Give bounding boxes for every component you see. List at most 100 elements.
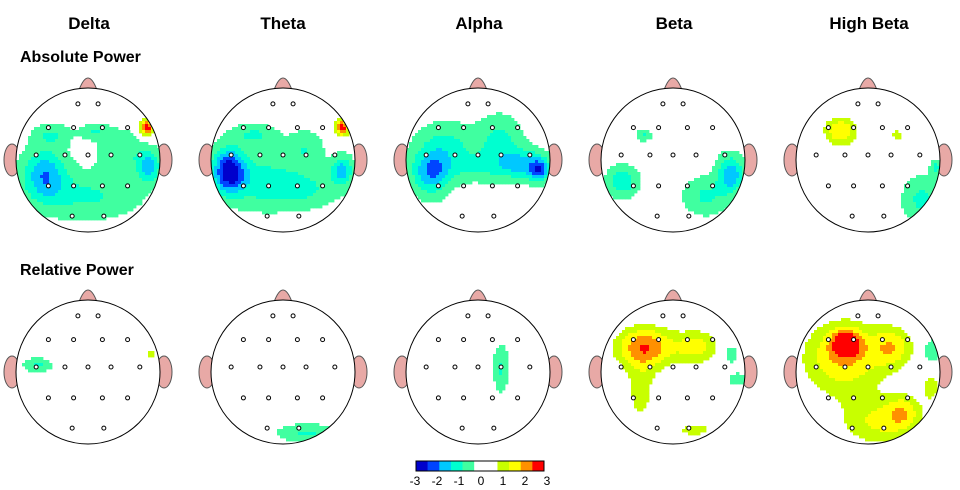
electrode-marker xyxy=(686,425,692,431)
topomap-relative-high-beta xyxy=(783,289,953,445)
electrode-marker xyxy=(266,337,272,343)
topomap-relative-alpha xyxy=(393,289,563,445)
electrode-marker xyxy=(125,395,131,401)
electrode-marker xyxy=(710,183,716,189)
electrode-marker xyxy=(618,152,624,158)
electrode-marker xyxy=(257,364,263,370)
electrode-marker xyxy=(294,395,300,401)
head-outline xyxy=(405,87,551,233)
electrode-marker xyxy=(99,337,105,343)
band-header-theta: Theta xyxy=(260,14,306,33)
electrode-marker xyxy=(879,125,885,131)
colorbar-swatch xyxy=(474,461,487,471)
electrode-marker xyxy=(137,152,143,158)
electrode-marker xyxy=(228,364,234,370)
electrode-marker xyxy=(498,364,504,370)
electrode-marker xyxy=(303,152,309,158)
electrode-marker xyxy=(710,337,716,343)
topomap-absolute-alpha xyxy=(393,77,563,233)
band-header-delta: Delta xyxy=(68,14,110,33)
electrode-marker xyxy=(71,337,77,343)
electrode-marker xyxy=(332,152,338,158)
electrode-marker xyxy=(865,364,871,370)
electrode-marker xyxy=(722,152,728,158)
electrode-marker xyxy=(660,101,666,107)
electrode-marker xyxy=(264,425,270,431)
electrode-marker xyxy=(630,395,636,401)
electrode-marker xyxy=(498,152,504,158)
electrode-marker xyxy=(435,183,441,189)
head-outline xyxy=(795,87,941,233)
electrode-marker xyxy=(435,337,441,343)
electrode-marker xyxy=(693,364,699,370)
electrode-marker xyxy=(485,313,491,319)
electrode-marker xyxy=(71,395,77,401)
electrode-marker xyxy=(320,183,326,189)
electrode-marker xyxy=(647,152,653,158)
electrode-marker xyxy=(842,152,848,158)
colorbar-swatch xyxy=(497,461,510,471)
electrode-marker xyxy=(851,337,857,343)
electrode-marker xyxy=(280,152,286,158)
colorbar-tick-label: 0 xyxy=(477,474,485,488)
electrode-marker xyxy=(294,183,300,189)
electrode-marker xyxy=(710,395,716,401)
electrode-marker xyxy=(489,337,495,343)
electrode-marker xyxy=(888,152,894,158)
topomap-field xyxy=(211,118,355,215)
electrode-marker xyxy=(654,213,660,219)
electrode-marker xyxy=(684,337,690,343)
row-header-relative-power: Relative Power xyxy=(20,262,134,279)
electrode-marker xyxy=(45,183,51,189)
topomap-absolute-beta xyxy=(588,77,758,233)
head-outline xyxy=(405,299,551,445)
electrode-marker xyxy=(294,337,300,343)
electrode-marker xyxy=(62,364,68,370)
electrode-marker xyxy=(228,152,234,158)
electrode-marker xyxy=(459,213,465,219)
electrode-marker xyxy=(320,337,326,343)
electrode-marker xyxy=(813,364,819,370)
electrode-marker xyxy=(851,125,857,131)
electrode-marker xyxy=(452,152,458,158)
electrode-marker xyxy=(905,337,911,343)
electrode-marker xyxy=(905,125,911,131)
electrode-marker xyxy=(888,364,894,370)
electrode-marker xyxy=(865,152,871,158)
electrode-marker xyxy=(101,425,107,431)
electrode-marker xyxy=(95,101,101,107)
electrode-marker xyxy=(515,183,521,189)
electrode-marker xyxy=(257,152,263,158)
electrode-marker xyxy=(656,183,662,189)
electrode-marker xyxy=(108,152,114,158)
electrode-marker xyxy=(33,152,39,158)
electrode-marker xyxy=(825,395,831,401)
electrode-marker xyxy=(855,101,861,107)
electrode-marker xyxy=(85,364,91,370)
electrode-marker xyxy=(296,213,302,219)
band-header-high-beta: High Beta xyxy=(829,14,909,33)
electrode-marker xyxy=(266,125,272,131)
electrode-marker xyxy=(527,152,533,158)
colorbar-swatch xyxy=(462,461,475,471)
band-header-alpha: Alpha xyxy=(455,14,503,33)
electrode-marker xyxy=(647,364,653,370)
electrode-marker xyxy=(332,364,338,370)
band-header-beta: Beta xyxy=(655,14,693,33)
colorbar-swatch xyxy=(532,461,545,471)
electrode-marker xyxy=(465,101,471,107)
electrode-marker xyxy=(879,183,885,189)
head-background xyxy=(16,300,160,444)
electrode-marker xyxy=(125,337,131,343)
head-outline xyxy=(600,87,746,233)
colorbar-swatch xyxy=(439,461,452,471)
electrode-marker xyxy=(75,101,81,107)
electrode-marker xyxy=(461,337,467,343)
electrode-marker xyxy=(45,395,51,401)
head-outline xyxy=(210,87,356,233)
colorbar-tick-label: 2 xyxy=(521,474,529,488)
colorbar-tick-label: 3 xyxy=(543,474,551,488)
colorbar-swatch xyxy=(416,461,428,471)
electrode-marker xyxy=(101,213,107,219)
topomap-relative-theta xyxy=(198,289,368,445)
